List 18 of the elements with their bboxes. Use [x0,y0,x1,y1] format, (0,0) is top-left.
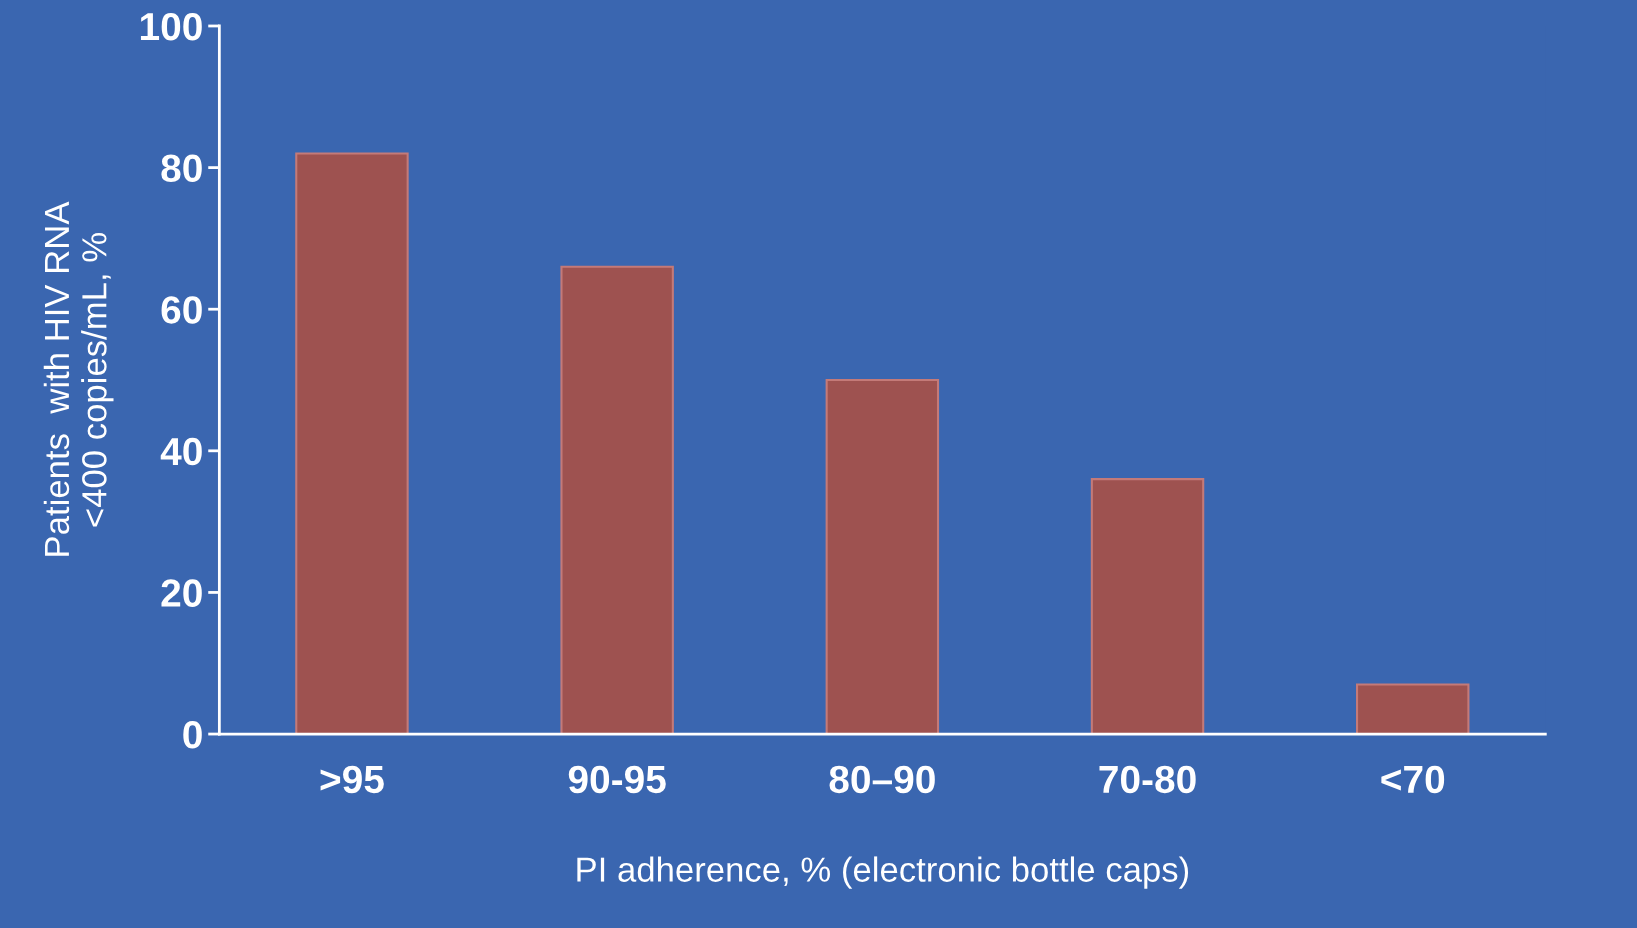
x-tick-label: 70-80 [1099,765,1196,794]
x-tick-label: 80–90 [829,765,935,794]
bar [295,152,409,735]
y-tick-label: 80 [161,154,202,183]
y-axis-title: Patients with HIV RNA <400 copies/mL, % [43,201,114,556]
y-tick-label: 100 [140,12,202,41]
x-axis-title: PI adherence, % (electronic bottle caps) [577,856,1189,889]
y-tick-label: 20 [161,579,202,607]
y-tick-label: 60 [161,296,202,324]
bar [1090,478,1205,735]
bar [560,265,674,735]
x-tick-label: >95 [320,765,384,794]
x-tick-label: 90-95 [568,765,666,794]
bar [825,378,940,735]
y-tick-label: 40 [160,437,202,466]
x-tick-label: <70 [1381,765,1445,794]
y-tick-label: 0 [183,720,202,749]
bar [1356,683,1470,735]
